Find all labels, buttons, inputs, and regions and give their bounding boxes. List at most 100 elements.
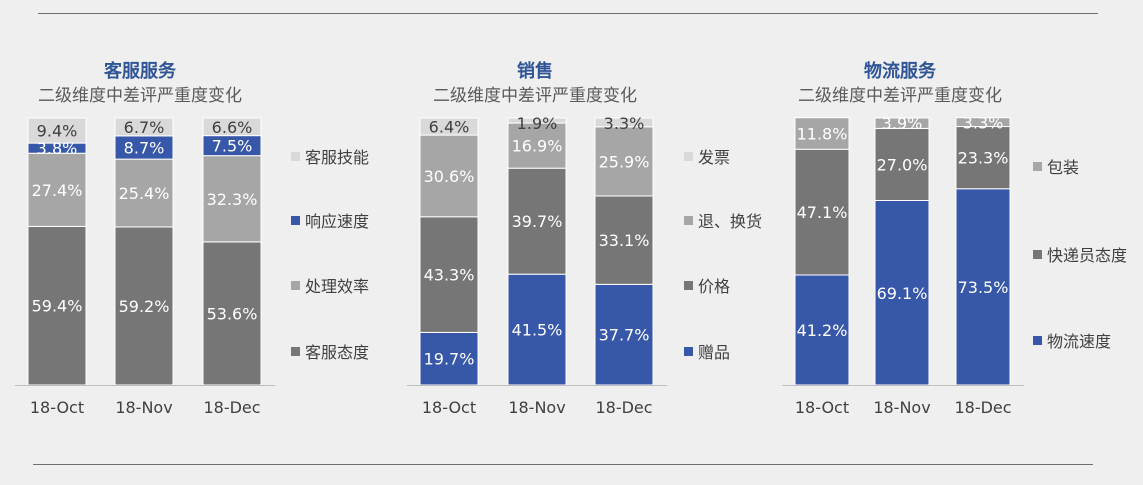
data-label: 25.4% bbox=[119, 184, 170, 203]
legend-swatch bbox=[684, 347, 693, 356]
data-label: 16.9% bbox=[512, 137, 563, 156]
legend-label: 包装 bbox=[1047, 158, 1079, 177]
data-label: 41.5% bbox=[512, 321, 563, 340]
legend-swatch bbox=[684, 152, 693, 161]
legend-label: 物流速度 bbox=[1047, 332, 1111, 351]
legend-swatch bbox=[684, 216, 693, 225]
data-label: 47.1% bbox=[797, 203, 848, 222]
data-label: 8.7% bbox=[124, 139, 165, 158]
data-label: 27.4% bbox=[32, 181, 83, 200]
legend-swatch bbox=[291, 347, 300, 356]
chart-title: 物流服务 bbox=[864, 60, 937, 82]
bar-segment bbox=[507, 122, 567, 169]
bar-segment bbox=[794, 274, 850, 386]
data-label: 3.9% bbox=[882, 114, 923, 133]
data-label: 23.3% bbox=[958, 149, 1009, 168]
legend-label: 客服态度 bbox=[305, 343, 369, 362]
chart-subtitle: 二级维度中差评严重度变化 bbox=[433, 86, 637, 106]
bar-segment bbox=[419, 134, 479, 218]
legend-label: 退、换货 bbox=[698, 212, 762, 231]
bar-segment bbox=[202, 117, 262, 137]
data-label: 39.7% bbox=[512, 212, 563, 231]
data-label: 19.7% bbox=[424, 350, 475, 369]
bar-segment bbox=[507, 117, 567, 124]
data-label: 6.6% bbox=[212, 118, 253, 137]
data-label: 6.4% bbox=[429, 118, 470, 137]
data-label: 43.3% bbox=[424, 266, 475, 285]
top-divider bbox=[38, 13, 1098, 14]
legend-swatch bbox=[291, 216, 300, 225]
legend-label: 价格 bbox=[698, 277, 730, 296]
data-label: 11.8% bbox=[797, 124, 848, 143]
bottom-divider bbox=[33, 464, 1093, 465]
legend-swatch bbox=[684, 281, 693, 290]
data-label: 9.4% bbox=[37, 122, 78, 141]
x-tick-label: 18-Oct bbox=[795, 398, 849, 417]
legend-swatch bbox=[291, 152, 300, 161]
data-label: 3.3% bbox=[604, 114, 645, 133]
bar-segment bbox=[794, 117, 850, 150]
bar-segment bbox=[507, 273, 567, 386]
bar-segment bbox=[794, 148, 850, 276]
x-tick-label: 18-Nov bbox=[508, 398, 565, 417]
bar-segment bbox=[594, 117, 654, 128]
x-tick-label: 18-Oct bbox=[30, 398, 84, 417]
bar-segment bbox=[419, 216, 479, 333]
bar-segment bbox=[594, 195, 654, 285]
x-tick-label: 18-Oct bbox=[422, 398, 476, 417]
legend-label: 赠品 bbox=[698, 343, 730, 362]
bar-segment bbox=[955, 117, 1011, 128]
chart-subtitle: 二级维度中差评严重度变化 bbox=[38, 86, 242, 106]
x-tick-label: 18-Dec bbox=[954, 398, 1011, 417]
data-label: 3.8% bbox=[37, 139, 78, 158]
bar-segment bbox=[114, 158, 174, 228]
x-tick-label: 18-Dec bbox=[203, 398, 260, 417]
chart-title: 销售 bbox=[517, 60, 553, 82]
bar-segment bbox=[955, 126, 1011, 190]
bar-segment bbox=[202, 155, 262, 243]
bar-segment bbox=[27, 117, 87, 144]
bar-segment bbox=[594, 283, 654, 386]
legend-swatch bbox=[1033, 336, 1042, 345]
legend-swatch bbox=[1033, 162, 1042, 171]
legend-label: 响应速度 bbox=[305, 212, 369, 231]
bar-segment bbox=[955, 188, 1011, 386]
x-tick-label: 18-Nov bbox=[873, 398, 930, 417]
legend-swatch bbox=[1033, 250, 1042, 259]
legend-label: 发票 bbox=[698, 148, 730, 167]
bar-segment bbox=[874, 117, 930, 129]
chart-subtitle: 二级维度中差评严重度变化 bbox=[798, 86, 1002, 106]
data-label: 41.2% bbox=[797, 321, 848, 340]
x-tick-label: 18-Nov bbox=[115, 398, 172, 417]
legend-swatch bbox=[291, 281, 300, 290]
bar-segment bbox=[202, 241, 262, 386]
data-label: 37.7% bbox=[599, 326, 650, 345]
data-label: 6.7% bbox=[124, 118, 165, 137]
data-label: 53.6% bbox=[207, 304, 258, 323]
data-label: 59.4% bbox=[32, 297, 83, 316]
bar-segment bbox=[874, 200, 930, 386]
x-tick-label: 18-Dec bbox=[595, 398, 652, 417]
data-label: 27.0% bbox=[877, 155, 928, 174]
data-label: 30.6% bbox=[424, 167, 475, 186]
data-label: 32.3% bbox=[207, 190, 258, 209]
legend-label: 处理效率 bbox=[305, 277, 369, 296]
bar-segment bbox=[419, 331, 479, 386]
bar-segment bbox=[594, 126, 654, 197]
data-label: 59.2% bbox=[119, 297, 170, 316]
bar-segment bbox=[114, 117, 174, 137]
bar-segment bbox=[114, 226, 174, 386]
data-label: 3.3% bbox=[963, 114, 1004, 133]
chart-title: 客服服务 bbox=[104, 60, 177, 82]
data-label: 33.1% bbox=[599, 231, 650, 250]
data-label: 69.1% bbox=[877, 284, 928, 303]
data-label: 73.5% bbox=[958, 278, 1009, 297]
bar-segment bbox=[419, 117, 479, 136]
bar-segment bbox=[27, 152, 87, 227]
data-label: 7.5% bbox=[212, 137, 253, 156]
